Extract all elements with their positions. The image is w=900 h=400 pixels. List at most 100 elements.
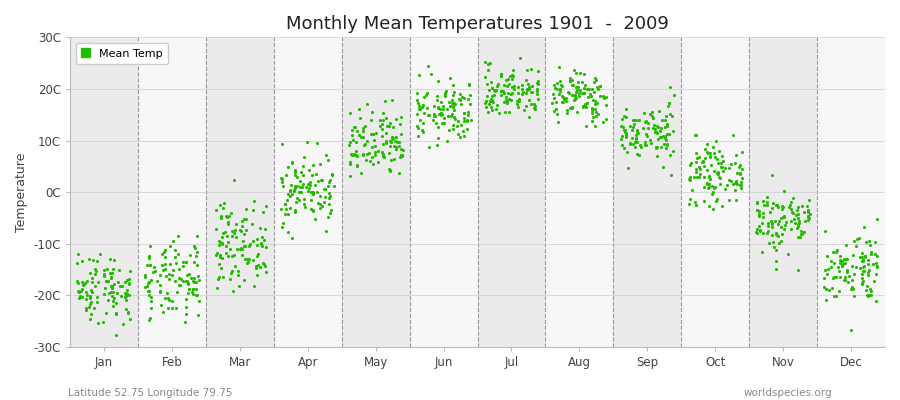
Point [854,270,868,277]
Point [350,162,365,168]
Point [189,286,203,292]
Point [562,89,576,96]
Point [647,125,662,132]
Point [662,100,677,106]
Point [756,202,770,208]
Point [593,92,608,99]
Point [753,227,768,233]
Point [705,162,719,168]
Point [71,280,86,286]
Point [829,293,843,300]
Point [698,198,712,204]
Point [788,220,802,226]
Point [770,204,785,210]
Point [615,115,629,122]
Point [119,293,133,299]
Point [430,96,445,103]
Point [100,278,114,284]
Point [843,286,858,293]
Point [377,154,392,160]
Point [453,91,467,97]
Point [82,256,96,262]
Point [431,111,446,117]
Point [447,116,462,122]
Point [165,272,179,279]
Point [215,234,230,240]
Point [494,71,508,77]
Point [91,278,105,285]
Point [508,86,522,92]
Point [628,139,643,146]
Point [313,161,328,168]
Point [728,160,742,166]
Point [682,201,697,207]
Point [255,234,269,240]
Point [855,274,869,281]
Point [590,84,605,90]
Point [518,77,533,83]
Point [545,91,560,97]
Point [456,109,471,116]
Point [856,268,870,274]
Point [572,90,587,96]
Point [420,105,435,111]
Point [856,264,870,270]
Point [387,156,401,162]
Point [284,159,299,166]
Point [599,116,614,122]
Point [167,254,182,260]
Point [479,104,493,110]
Point [661,102,675,109]
Point [702,174,716,180]
Bar [545,37,614,347]
Point [90,294,104,300]
Point [208,226,222,232]
Point [220,239,235,246]
Point [317,186,331,192]
Point [212,242,227,248]
Point [549,99,563,106]
Point [511,90,526,96]
Point [546,82,561,88]
Point [481,61,495,67]
Point [614,136,628,142]
Point [360,150,374,157]
Point [382,166,396,172]
Point [768,218,782,224]
Point [281,190,295,197]
Point [153,282,167,288]
Point [729,197,743,204]
Point [841,278,855,285]
Point [411,103,426,110]
Point [106,295,121,302]
Point [827,259,842,266]
Point [760,230,774,236]
Point [769,266,783,272]
Point [322,179,337,186]
Point [652,136,666,142]
Point [256,260,270,266]
Point [389,134,403,141]
Bar [817,37,885,347]
Point [863,292,878,298]
Point [119,297,133,303]
Point [786,210,800,217]
Point [560,107,574,113]
Point [861,266,876,273]
Point [190,249,204,256]
Point [345,132,359,138]
Point [223,246,238,252]
Point [730,170,744,176]
Point [189,253,203,260]
Point [434,112,448,118]
Point [70,251,85,257]
Point [346,137,360,144]
Point [233,246,248,252]
Point [172,266,186,272]
Point [702,172,716,179]
Point [524,101,538,107]
Point [73,293,87,299]
Point [287,207,302,213]
Point [770,220,785,227]
Point [445,110,459,117]
